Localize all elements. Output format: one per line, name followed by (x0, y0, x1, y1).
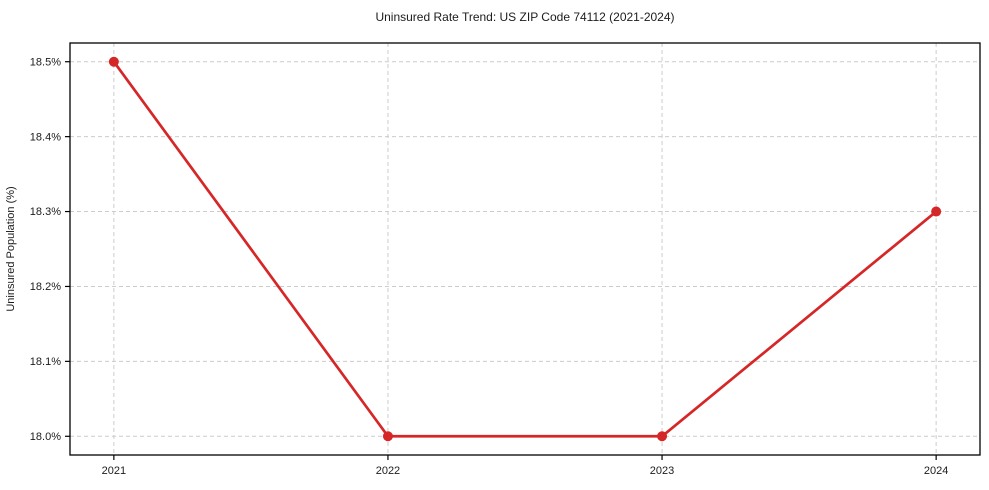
x-tick-label: 2023 (650, 465, 674, 477)
y-tick-label: 18.4% (30, 131, 61, 143)
plot-frame (69, 42, 981, 456)
x-tick-label: 2024 (924, 465, 948, 477)
data-point-marker (108, 56, 119, 67)
data-series-layer (108, 56, 942, 442)
data-point-marker (931, 206, 942, 217)
y-axis-label: Uninsured Population (%) (5, 186, 17, 311)
data-point-marker (657, 431, 668, 442)
axis-layer: 18.0% 18.1% 18.2% 18.3% 18.4% 18.5% 2021 2022 20… (30, 42, 981, 477)
y-tick-label: 18.0% (30, 431, 61, 443)
y-tick-label: 18.5% (30, 56, 61, 68)
data-point-marker (382, 431, 393, 442)
x-tick-label: 2022 (376, 465, 400, 477)
y-tick-label: 18.3% (30, 206, 61, 218)
grid-layer (70, 43, 980, 455)
x-tick-label: 2021 (102, 465, 126, 477)
y-tick-label: 18.1% (30, 356, 61, 368)
chart-title: Uninsured Rate Trend: US ZIP Code 74112 … (375, 10, 674, 24)
y-tick-label: 18.2% (30, 281, 61, 293)
trend-line (112, 60, 938, 438)
